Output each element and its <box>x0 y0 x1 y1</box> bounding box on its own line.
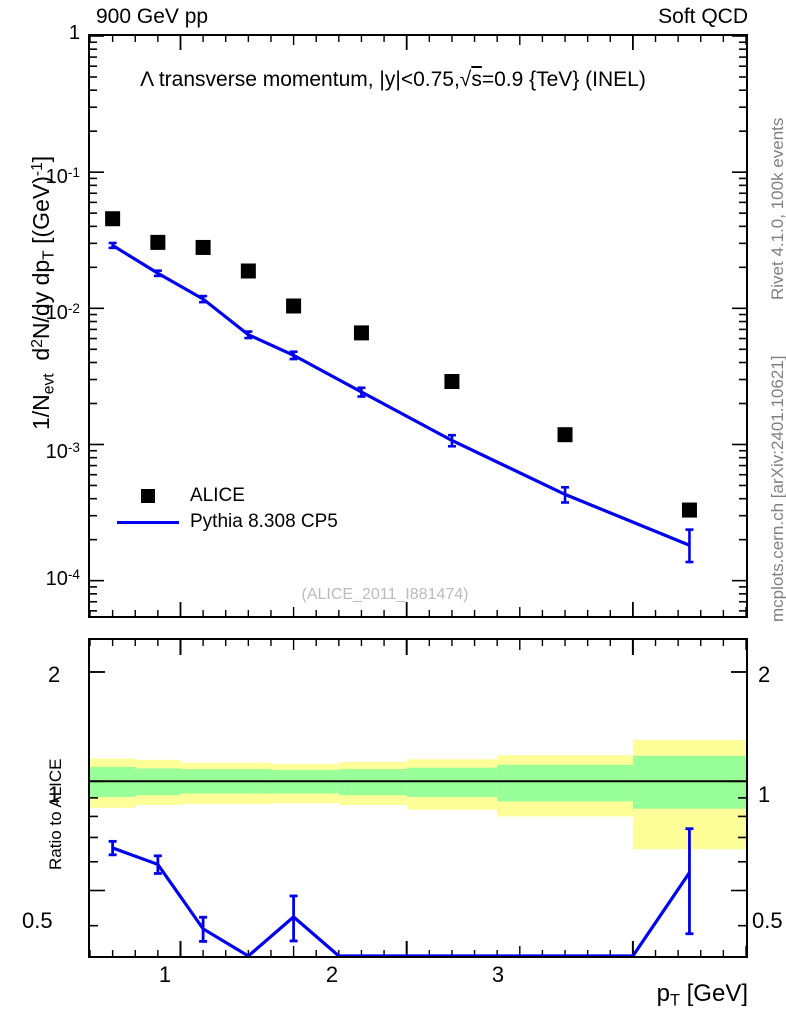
ratio-band-inner <box>406 767 498 797</box>
legend-label-alice: ALICE <box>190 485 245 506</box>
data-point-marker <box>353 325 369 341</box>
beam-energy-label: 900 GeV pp <box>96 5 209 28</box>
main-plot-svg <box>90 36 746 616</box>
y-tick-label-1e-3: 10-3 <box>45 440 80 464</box>
ratio-y-tick-label-1-right: 1 <box>758 782 771 807</box>
ratio-y-tick-label-2-left: 2 <box>48 662 61 687</box>
ratio-curve <box>112 846 691 956</box>
data-point-marker <box>105 211 121 227</box>
analysis-category-label: Soft QCD <box>658 5 748 28</box>
y-tick-label-1e-1: 10-1 <box>45 165 80 189</box>
ratio-y-tick-label-0.5-right: 0.5 <box>752 908 783 933</box>
ratio-y-axis-title: Ratio to ALICE <box>46 758 65 870</box>
data-point-marker <box>286 298 302 314</box>
data-point-marker <box>150 234 166 250</box>
ratio-y-tick-label-0.5-left: 0.5 <box>22 908 53 933</box>
data-point-marker <box>195 239 211 255</box>
legend-marker-line-icon <box>112 520 184 524</box>
data-point-marker <box>444 374 460 390</box>
legend-item-alice[interactable]: ALICE <box>112 483 338 509</box>
ratio-y-tick-label-1-left: 1 <box>48 782 61 807</box>
y-tick-label-1e-4: 10-4 <box>45 567 80 591</box>
ratio-band-inner <box>632 755 746 809</box>
data-point-marker <box>240 263 256 279</box>
x-tick-label-3: 3 <box>491 962 505 987</box>
analysis-id-watermark: (ALICE_2011_I881474) <box>301 586 469 603</box>
ratio-plot-panel <box>88 638 748 958</box>
x-axis-title: pT [GeV] <box>656 980 748 1010</box>
mcplots-reference-label: mcplots.cern.ch [arXiv:2401.10621] <box>768 355 786 622</box>
ratio-band-inner <box>497 764 633 802</box>
y-tick-label-1: 1 <box>68 22 80 44</box>
legend-marker-square-icon <box>112 489 184 503</box>
legend-label-pythia: Pythia 8.308 CP5 <box>190 511 338 532</box>
plot-title-text: Λ transverse momentum, |y|<0.75,√s=0.9 {… <box>140 68 646 91</box>
x-tick-label-1: 1 <box>158 962 172 987</box>
data-point-marker <box>681 502 697 518</box>
legend: ALICE Pythia 8.308 CP5 <box>112 483 338 535</box>
y-tick-label-1e-2: 10-2 <box>45 301 80 325</box>
ratio-curve-group <box>108 827 694 956</box>
data-point-marker <box>557 427 573 443</box>
legend-item-pythia[interactable]: Pythia 8.308 CP5 <box>112 509 338 535</box>
ratio-plot-svg <box>90 640 746 956</box>
rivet-version-label: Rivet 4.1.0, 100k events <box>768 117 786 300</box>
ratio-y-tick-label-2-right: 2 <box>758 662 771 687</box>
main-plot-panel <box>88 34 748 618</box>
plot-title: Λ transverse momentum, |y|<0.75,√s=0.9 {… <box>0 68 786 92</box>
y-axis-title: 1/Nevt d2N/dy dpT [(GeV)-1] <box>28 155 58 430</box>
x-tick-label-2: 2 <box>325 962 339 987</box>
